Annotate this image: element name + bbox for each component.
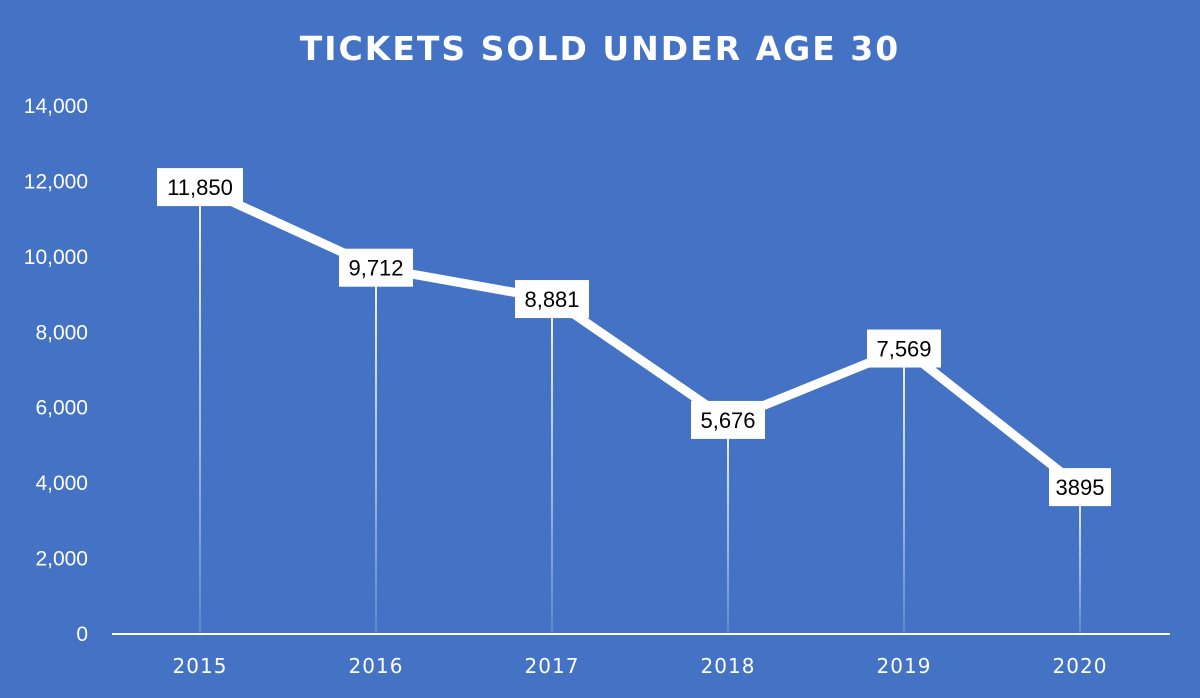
x-tick-label: 2017	[525, 654, 580, 678]
data-label-text: 9,712	[348, 256, 403, 281]
data-label-box	[515, 280, 589, 319]
x-tick-label: 2016	[349, 654, 404, 678]
y-tick-label: 10,000	[24, 246, 88, 269]
y-tick-label: 12,000	[24, 170, 88, 193]
drop-line	[727, 419, 729, 634]
data-label-text: 3895	[1056, 475, 1105, 500]
drop-line	[375, 267, 377, 634]
x-axis-ticks: 2015 2016 2017 2018 2019 2020	[173, 654, 1108, 678]
data-label-box	[867, 329, 941, 368]
data-label: 8,881	[515, 280, 589, 319]
data-label-text: 5,676	[700, 408, 755, 433]
series-line	[195, 182, 1085, 492]
x-tick-label: 2020	[1053, 654, 1108, 678]
x-tick-label: 2015	[173, 654, 228, 678]
data-label-text: 11,850	[167, 175, 233, 200]
data-labels: 11,850 9,712 8,881 5,676 7,569 3895	[157, 168, 1111, 507]
data-label-text: 8,881	[524, 287, 579, 312]
drop-line	[903, 348, 905, 634]
drop-line	[199, 187, 201, 635]
x-tick-label: 2019	[877, 654, 932, 678]
y-tick-label: 6,000	[35, 397, 88, 420]
data-label-text: 7,569	[876, 337, 931, 362]
drop-lines	[199, 187, 1081, 635]
data-label: 3895	[1049, 468, 1111, 507]
data-label-box	[157, 168, 243, 207]
data-label-box	[1049, 468, 1111, 507]
data-label: 11,850	[157, 168, 243, 207]
drop-line	[551, 299, 553, 634]
y-tick-label: 8,000	[35, 321, 88, 344]
x-tick-label: 2018	[701, 654, 756, 678]
y-tick-label: 2,000	[35, 548, 88, 571]
data-label: 7,569	[867, 329, 941, 368]
data-label-box	[691, 400, 765, 439]
y-tick-label: 0	[76, 623, 88, 646]
y-axis-ticks: 0 2,000 4,000 6,000 8,000 10,000 12,000 14,000	[24, 95, 88, 646]
y-tick-label: 14,000	[24, 95, 88, 118]
drop-line	[1079, 487, 1081, 634]
data-label: 9,712	[339, 248, 413, 287]
data-label-box	[339, 248, 413, 287]
y-tick-label: 4,000	[35, 472, 88, 495]
data-label: 5,676	[691, 400, 765, 439]
chart-title: TICKETS SOLD UNDER AGE 30	[300, 29, 900, 68]
